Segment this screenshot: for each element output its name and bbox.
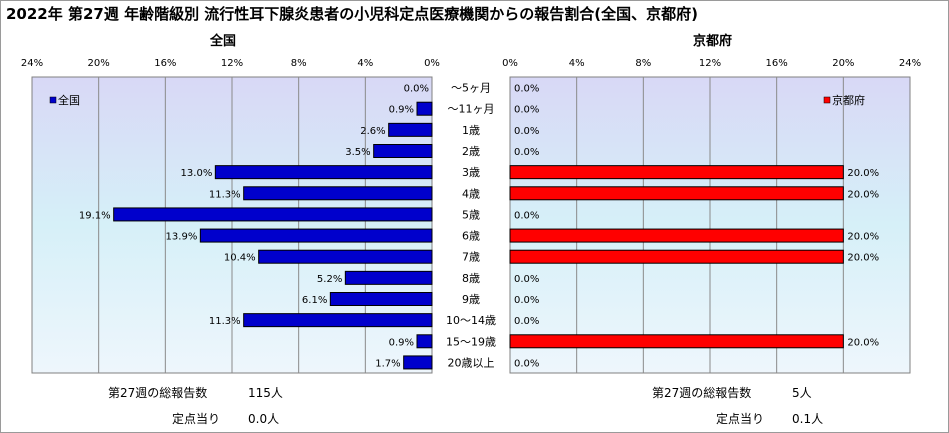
category-label: 1歳 — [462, 124, 480, 137]
right-data-label: 0.0% — [514, 358, 539, 369]
left-tick-label: 24% — [21, 58, 43, 69]
category-label: 6歳 — [462, 230, 480, 243]
left-panel-title: 全国 — [210, 34, 237, 49]
left-bar — [243, 313, 433, 328]
right-per-value: 0.1人 — [792, 412, 824, 426]
right-legend-swatch — [823, 96, 831, 104]
left-tick-label: 4% — [357, 58, 373, 69]
left-bar — [388, 122, 433, 137]
category-label: ～5ヶ月 — [451, 82, 491, 95]
right-tick-label: 20% — [832, 58, 854, 69]
left-bar — [329, 292, 433, 306]
category-label: 8歳 — [462, 272, 480, 285]
right-bar — [509, 186, 844, 201]
left-data-label: 6.1% — [302, 295, 327, 306]
left-data-label: 2.6% — [360, 126, 385, 137]
category-label: 2歳 — [462, 145, 480, 158]
right-data-label: 0.0% — [514, 274, 539, 285]
left-data-label: 5.2% — [317, 274, 342, 285]
right-data-label: 20.0% — [847, 189, 879, 200]
left-bar — [416, 334, 433, 349]
left-data-label: 10.4% — [224, 253, 256, 264]
left-data-label: 13.0% — [181, 168, 213, 179]
left-bar — [416, 101, 433, 116]
category-label: 7歳 — [462, 251, 480, 264]
right-tick-label: 0% — [502, 58, 518, 69]
right-data-label: 0.0% — [514, 316, 539, 327]
right-total-label: 第27週の総報告数 — [652, 386, 752, 400]
left-bar — [344, 270, 433, 285]
left-tick-label: 0% — [424, 58, 440, 69]
left-legend-swatch — [49, 96, 57, 104]
left-data-label: 0.0% — [404, 84, 429, 95]
chart-title: 2022年 第27週 年齢階級別 流行性耳下腺炎患者の小児科定点医療機関からの報… — [6, 5, 699, 23]
left-per-value: 0.0人 — [248, 412, 280, 426]
left-per-label: 定点当り — [172, 412, 221, 426]
left-bar — [403, 355, 433, 370]
right-legend-label: 京都府 — [832, 93, 865, 107]
category-label: 5歳 — [462, 208, 480, 221]
right-data-label: 0.0% — [514, 147, 539, 158]
category-label: 9歳 — [462, 293, 480, 306]
left-bar — [373, 144, 433, 158]
left-tick-label: 16% — [154, 58, 176, 69]
category-label: 10～14歳 — [446, 314, 496, 327]
left-total-label: 第27週の総報告数 — [108, 386, 208, 400]
left-tick-label: 8% — [291, 58, 307, 69]
left-bar — [258, 249, 433, 264]
left-data-label: 0.9% — [389, 105, 414, 116]
category-label: 3歳 — [462, 166, 480, 179]
right-tick-label: 16% — [766, 58, 788, 69]
right-data-label: 20.0% — [847, 232, 879, 243]
right-tick-label: 12% — [699, 58, 721, 69]
right-bar — [509, 334, 844, 349]
right-data-label: 20.0% — [847, 337, 879, 348]
left-data-label: 11.3% — [209, 189, 241, 200]
left-bar — [243, 186, 433, 201]
left-legend-label: 全国 — [58, 93, 80, 107]
left-data-label: 19.1% — [79, 210, 111, 221]
right-data-label: 0.0% — [514, 210, 539, 221]
left-bar — [113, 207, 433, 222]
right-data-label: 0.0% — [514, 295, 539, 306]
right-tick-label: 24% — [899, 58, 921, 69]
right-bar — [509, 228, 844, 243]
right-tick-label: 8% — [635, 58, 651, 69]
left-tick-label: 20% — [88, 58, 110, 69]
left-data-label: 11.3% — [209, 316, 241, 327]
right-bar — [509, 249, 844, 264]
left-data-label: 1.7% — [375, 358, 400, 369]
left-data-label: 0.9% — [389, 337, 414, 348]
left-bar — [214, 165, 433, 180]
right-data-label: 0.0% — [514, 105, 539, 116]
category-label: ～11ヶ月 — [448, 103, 495, 116]
right-data-label: 0.0% — [514, 126, 539, 137]
category-label: 15～19歳 — [446, 335, 496, 348]
left-total-value: 115人 — [248, 386, 283, 400]
right-data-label: 20.0% — [847, 253, 879, 264]
right-data-label: 20.0% — [847, 168, 879, 179]
left-data-label: 3.5% — [345, 147, 370, 158]
category-label: 4歳 — [462, 187, 480, 200]
right-per-label: 定点当り — [716, 412, 765, 426]
right-tick-label: 4% — [569, 58, 585, 69]
right-total-value: 5人 — [792, 386, 812, 400]
left-tick-label: 12% — [221, 58, 243, 69]
right-panel-title: 京都府 — [693, 34, 733, 49]
right-data-label: 0.0% — [514, 84, 539, 95]
right-bar — [509, 165, 844, 180]
left-bar — [199, 228, 433, 243]
category-label: 20歳以上 — [448, 356, 495, 369]
left-data-label: 13.9% — [166, 232, 198, 243]
